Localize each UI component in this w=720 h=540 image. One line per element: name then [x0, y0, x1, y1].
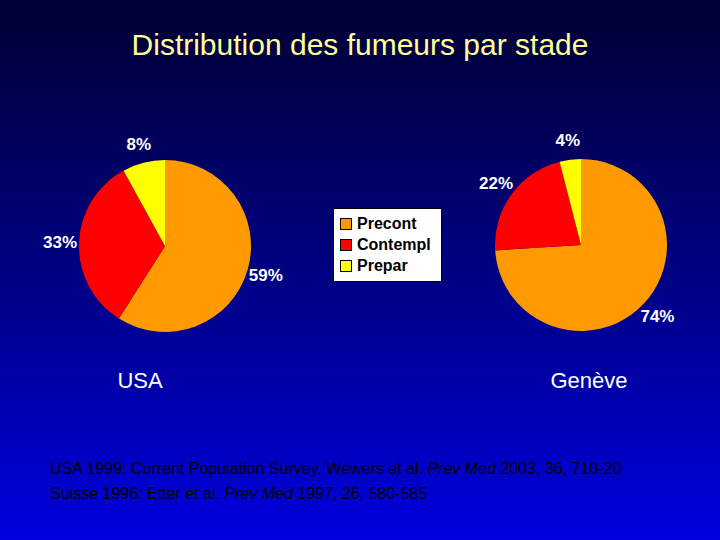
html-text:Contempl: Contempl [357, 235, 431, 253]
svg-text:33%: 33% [43, 233, 77, 252]
html-text:Distribution des fumeurs par s: Distribution des fumeurs par stade [131, 28, 589, 61]
html-text:Genève: Genève [550, 368, 628, 393]
svg-text:22%: 22% [479, 174, 513, 193]
svg-text:4%: 4% [556, 131, 581, 150]
html-text:USA 1999: Current Population S: USA 1999: Current Population Survey. Wew… [50, 460, 622, 477]
html-text:USA: USA [117, 368, 163, 393]
svg-text:8%: 8% [127, 135, 152, 154]
html-text:Precont: Precont [357, 214, 417, 232]
html-text:Prepar: Prepar [357, 256, 408, 274]
html-text:Suisse 1996: Etter et al. Prev: Suisse 1996: Etter et al. Prev Med 1997,… [50, 485, 428, 502]
svg-text:74%: 74% [640, 307, 674, 326]
svg-text:59%: 59% [249, 266, 283, 285]
